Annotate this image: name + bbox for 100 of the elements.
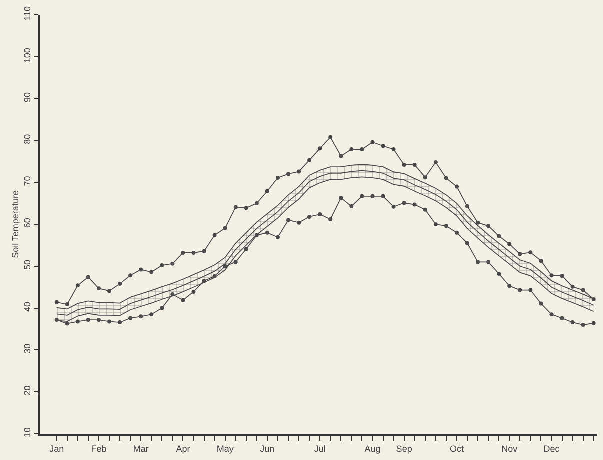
point — [423, 176, 428, 180]
point — [581, 288, 586, 292]
point — [454, 230, 459, 235]
point — [423, 208, 428, 212]
point — [212, 233, 217, 238]
point — [339, 154, 344, 158]
point — [350, 148, 354, 152]
point — [308, 214, 312, 219]
point — [560, 274, 564, 278]
point — [76, 320, 80, 324]
x-tick-label: Aug — [364, 444, 381, 454]
point — [265, 189, 270, 194]
point — [276, 176, 280, 180]
x-tick-label: Apr — [176, 444, 190, 454]
point — [518, 288, 522, 292]
point — [65, 322, 70, 326]
point — [202, 249, 206, 254]
point — [86, 275, 90, 280]
point — [528, 288, 533, 292]
point — [550, 274, 554, 278]
point — [128, 316, 133, 320]
y-tick-label: 90 — [22, 92, 32, 102]
point — [412, 202, 417, 207]
point — [402, 163, 406, 167]
point — [170, 262, 175, 266]
point — [328, 135, 333, 140]
point — [360, 194, 364, 198]
y-tick-label: 20 — [22, 386, 32, 396]
point — [370, 140, 375, 144]
x-tick-label: Jul — [314, 444, 326, 454]
point — [476, 220, 480, 225]
point — [54, 318, 59, 322]
point — [118, 282, 122, 286]
point — [65, 302, 70, 307]
point — [528, 250, 533, 255]
point — [434, 222, 438, 226]
point — [497, 272, 502, 276]
point — [328, 217, 333, 222]
point — [128, 274, 133, 278]
point — [370, 194, 375, 198]
point — [254, 202, 259, 206]
point — [192, 290, 196, 294]
point — [350, 204, 354, 208]
point — [318, 146, 322, 151]
y-tick-label: 40 — [22, 302, 32, 312]
point — [392, 204, 396, 209]
point — [276, 235, 280, 240]
point — [139, 268, 144, 272]
y-tick-label: 10 — [22, 428, 32, 438]
x-tick-label: Jan — [50, 444, 64, 454]
point — [160, 306, 164, 310]
point — [297, 170, 302, 174]
x-tick-label: Feb — [91, 444, 107, 454]
point — [202, 279, 206, 284]
point — [54, 300, 59, 304]
point — [192, 250, 196, 255]
point — [581, 323, 586, 328]
point — [508, 242, 512, 246]
point — [223, 226, 228, 230]
point — [107, 320, 112, 324]
point — [412, 163, 417, 167]
point — [339, 196, 344, 200]
point — [360, 148, 364, 152]
point — [486, 224, 491, 228]
point — [265, 230, 270, 235]
point — [96, 286, 101, 291]
point — [150, 270, 154, 274]
point — [244, 206, 248, 210]
point — [381, 144, 386, 148]
point — [150, 312, 154, 317]
x-tick-label: Mar — [133, 444, 149, 454]
point — [318, 212, 322, 216]
point — [476, 260, 480, 264]
point — [160, 264, 164, 268]
x-tick-label: Oct — [450, 444, 464, 454]
point — [76, 284, 80, 288]
point — [434, 160, 438, 164]
x-tick-label: May — [216, 444, 234, 454]
point — [381, 194, 386, 198]
point — [592, 321, 596, 326]
x-tick-label: Nov — [502, 444, 518, 454]
y-tick-label: 50 — [22, 260, 32, 270]
point — [286, 172, 290, 176]
point — [550, 312, 554, 317]
point — [96, 318, 101, 322]
point — [254, 233, 259, 238]
point — [486, 260, 491, 264]
y-tick-label: 100 — [22, 48, 32, 64]
point — [234, 205, 238, 210]
point — [570, 284, 575, 289]
point — [539, 302, 544, 306]
point — [497, 234, 502, 238]
point — [223, 264, 228, 268]
point — [444, 176, 448, 180]
point — [212, 274, 217, 278]
point — [308, 158, 312, 162]
x-tick-label: Dec — [544, 444, 560, 454]
point — [181, 250, 186, 255]
point — [560, 316, 564, 320]
y-axis-title: Soil Temperature — [10, 190, 20, 258]
